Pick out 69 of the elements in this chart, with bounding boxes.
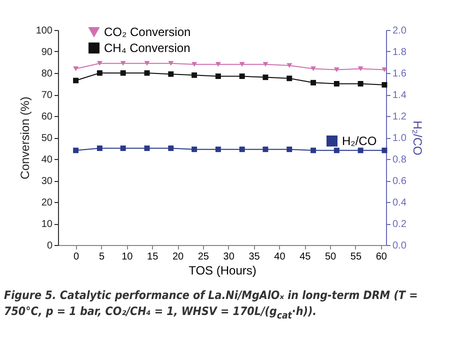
y2-tick-label: 0.8	[392, 154, 407, 166]
point	[262, 62, 268, 67]
x-tick-label: 50	[325, 252, 337, 262]
x-tick-label: 55	[350, 252, 362, 262]
point	[73, 66, 79, 72]
x-tick-label: 5	[98, 252, 105, 262]
y2-tick-label: 1.0	[392, 133, 407, 144]
point	[334, 67, 340, 72]
point	[192, 62, 198, 67]
x-tick-label: 40	[274, 252, 286, 262]
x-tick-label: 10	[122, 252, 134, 262]
point	[144, 60, 150, 66]
point	[215, 62, 221, 67]
x-tick-label: 15	[147, 252, 159, 262]
x-tick-label: 25	[198, 252, 210, 262]
x-tick-label: 0	[74, 252, 80, 262]
y2-tick-label: 0.0	[392, 240, 407, 252]
y2-tick-label: 1.4	[392, 90, 407, 101]
legend-label: CH₄ Conversion	[104, 41, 190, 55]
point	[215, 73, 221, 79]
point	[120, 60, 126, 66]
x-tick-label: 45	[300, 252, 312, 262]
y-tick-label: 70	[41, 90, 53, 101]
point	[382, 82, 388, 88]
y-tick-label: 90	[41, 47, 53, 58]
y2-axis-title: H₂/CO	[410, 120, 424, 156]
point	[310, 66, 316, 72]
point	[168, 60, 174, 66]
x-axis-title: TOS (Hours)	[188, 264, 256, 278]
x-tick-label: 60	[376, 252, 388, 262]
y2-tick-label: 1.6	[392, 68, 407, 80]
y2-tick-label: 2.0	[392, 26, 407, 36]
caption: Figure 5. Catalytic performance of La.Ni/MgAlOₓ in long-term DRM (T = 750°C, p = 1 bar, CO₂/CH₄ = 1, WHSV = 170L/(g$_{cat}$·h)).	[4, 288, 419, 323]
y2-tick-label: 1.8	[392, 47, 407, 58]
y2-tick-label: 0.4	[392, 198, 407, 208]
x-tick-label: 20	[172, 252, 184, 262]
y-tick-label: 30	[41, 176, 53, 187]
point	[382, 67, 388, 72]
x-tick-label: 35	[248, 252, 260, 262]
point	[168, 71, 174, 77]
y-axis-title: Conversion (%)	[18, 96, 32, 180]
point	[192, 72, 198, 78]
point	[358, 66, 364, 72]
point	[358, 81, 364, 86]
point	[96, 70, 102, 76]
point	[334, 81, 340, 86]
y-tick-label: 100	[36, 26, 53, 36]
point	[120, 70, 126, 76]
point	[262, 74, 268, 80]
y-tick-label: 60	[41, 112, 53, 122]
point	[286, 63, 292, 68]
y-tick-label: 10	[41, 219, 53, 230]
y-tick-label: 40	[41, 154, 53, 166]
y2-tick-label: 0.6	[392, 176, 407, 187]
y-tick-label: 20	[41, 198, 53, 208]
point	[239, 62, 245, 67]
point	[73, 78, 79, 84]
point	[96, 60, 102, 66]
legend-label: H₂/CO	[342, 134, 377, 148]
y2-tick-label: 1.2	[392, 112, 407, 122]
y-tick-label: 80	[41, 68, 53, 80]
point	[239, 73, 245, 79]
point	[310, 80, 316, 86]
y2-tick-label: 0.2	[392, 219, 407, 230]
point	[286, 76, 292, 82]
y-tick-label: 50	[41, 133, 53, 144]
y-tick-label: 0	[46, 240, 53, 252]
x-tick-label: 30	[223, 252, 235, 262]
legend-label: CO₂ Conversion	[104, 25, 191, 39]
